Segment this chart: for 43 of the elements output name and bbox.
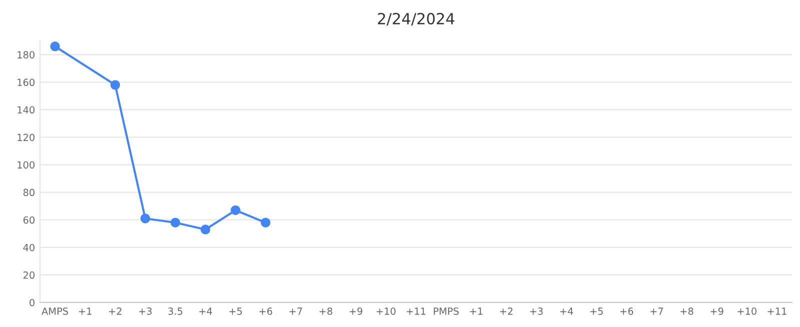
x-tick-label: +5 bbox=[229, 308, 242, 315]
y-tick-label: 60 bbox=[23, 216, 34, 224]
x-tick-label: +4 bbox=[560, 308, 574, 315]
point bbox=[260, 218, 270, 228]
x-tick-label: +2 bbox=[109, 308, 122, 315]
x-tick-label: +6 bbox=[620, 308, 634, 315]
y-tick-label: 80 bbox=[23, 188, 34, 196]
y-tick-label: 160 bbox=[18, 78, 34, 86]
point bbox=[50, 42, 60, 52]
x-tick-label: +6 bbox=[259, 308, 272, 315]
x-tick-label: +4 bbox=[199, 308, 212, 315]
x-tick-label: +11 bbox=[768, 308, 786, 315]
y-tick-label: 0 bbox=[30, 298, 34, 306]
y-tick-label: 180 bbox=[18, 51, 34, 58]
x-tick-label: AMPS bbox=[42, 308, 68, 315]
x-tick-label: +3 bbox=[139, 308, 152, 315]
chart-title: 2/24/2024 bbox=[378, 12, 454, 26]
y-tick-label: 40 bbox=[23, 244, 34, 252]
y-tick-label: 100 bbox=[18, 161, 34, 169]
x-tick-label: +11 bbox=[406, 308, 426, 315]
x-tick-label: +8 bbox=[320, 308, 332, 315]
y-tick-label: 120 bbox=[18, 134, 34, 142]
point bbox=[200, 224, 210, 234]
x-tick-label: +5 bbox=[590, 308, 603, 315]
x-tick-label: +8 bbox=[680, 308, 694, 315]
x-tick-label: +10 bbox=[738, 308, 756, 315]
y-tick-label: 20 bbox=[23, 271, 34, 279]
x-tick-label: +3 bbox=[530, 308, 543, 315]
x-tick-label: +7 bbox=[290, 308, 302, 315]
x-tick-label: 3.5 bbox=[168, 308, 182, 315]
y-tick-label: 140 bbox=[18, 106, 34, 114]
point bbox=[140, 214, 150, 224]
point bbox=[110, 80, 120, 90]
x-tick-label: PMPS bbox=[434, 308, 459, 315]
point bbox=[230, 205, 240, 216]
x-tick-label: +1 bbox=[470, 308, 482, 315]
x-tick-label: +2 bbox=[500, 308, 512, 315]
x-tick-label: +10 bbox=[376, 308, 396, 315]
x-tick-label: +9 bbox=[710, 308, 724, 315]
point bbox=[170, 218, 180, 228]
x-tick-label: +7 bbox=[650, 308, 663, 315]
x-tick-label: +9 bbox=[350, 308, 362, 315]
x-tick-label: +1 bbox=[78, 308, 92, 315]
